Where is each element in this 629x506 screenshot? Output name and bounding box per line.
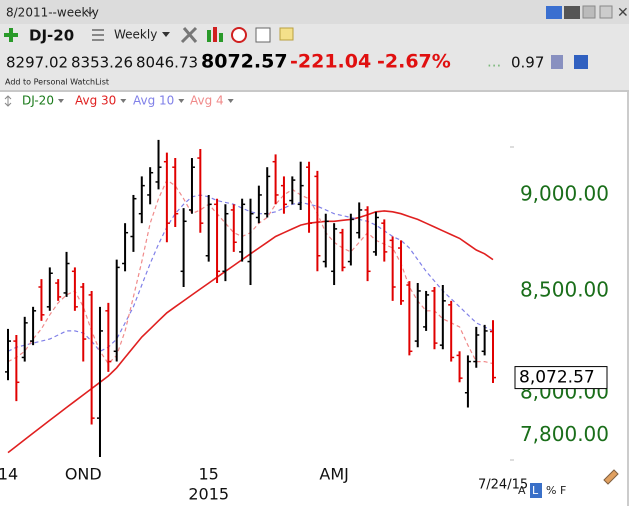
y-tick-label: 8,500.00 <box>520 277 609 301</box>
icon[interactable] <box>551 55 563 69</box>
quote-change: -221.04 <box>290 51 371 73</box>
save-icon[interactable] <box>574 55 588 69</box>
icon[interactable] <box>255 27 271 43</box>
icon[interactable] <box>599 5 613 19</box>
x-tick-label: AMJ <box>319 465 348 484</box>
quote-open: 8297.02 <box>6 54 68 72</box>
add-icon[interactable] <box>4 28 18 42</box>
icon[interactable] <box>219 33 223 42</box>
y-tick-label: 9,000.00 <box>520 181 609 205</box>
x-tick-label: OND <box>65 465 102 484</box>
x-year-label: 2015 <box>188 485 229 504</box>
legend-arrow <box>178 99 185 103</box>
period[interactable]: Weekly <box>114 28 157 42</box>
legend-arrow <box>120 99 127 103</box>
quote-ratio: 0.97 <box>511 54 544 72</box>
last-price-box <box>514 366 608 390</box>
legend-arrow <box>57 99 64 103</box>
dropdown-arrow[interactable] <box>162 32 170 37</box>
draw-icon[interactable] <box>603 469 619 485</box>
quote-change-pct: -2.67% <box>377 51 451 73</box>
quote-close: 8072.57 <box>201 51 288 73</box>
title-bar <box>0 0 629 24</box>
legend-entry[interactable]: Avg 4 <box>190 94 224 108</box>
symbol[interactable]: DJ-20 <box>29 27 74 45</box>
icon[interactable] <box>213 27 217 42</box>
legend-entry[interactable]: Avg 30 <box>75 94 116 108</box>
legend-entry[interactable]: DJ-20 <box>22 94 54 108</box>
legend-icon <box>4 95 12 107</box>
footer-button[interactable]: L <box>532 484 539 497</box>
moving-average <box>7 194 494 353</box>
icon[interactable] <box>207 30 211 42</box>
quote-low: 8046.73 <box>136 54 198 72</box>
tools-icon[interactable] <box>180 26 198 44</box>
footer-button[interactable]: A <box>518 484 526 497</box>
button-bg <box>530 483 542 498</box>
icon[interactable] <box>582 5 596 19</box>
icon[interactable] <box>564 6 580 19</box>
legend-arrow <box>227 99 234 103</box>
list-icon[interactable] <box>92 29 104 41</box>
quote-high: 8353.26 <box>71 54 133 72</box>
x-tick-label: 15 <box>199 465 219 484</box>
window-title[interactable]: 8/2011--weekly <box>6 6 99 20</box>
icon[interactable] <box>546 6 562 19</box>
close-button[interactable]: ✕ <box>617 5 629 21</box>
last-price-label: 8,072.57 <box>519 368 595 388</box>
y-tick-label: 7,800.00 <box>520 422 609 446</box>
footer-button[interactable]: F <box>560 484 566 497</box>
x-tick-label: 14 <box>0 465 18 484</box>
footer-button[interactable]: % <box>546 484 556 497</box>
watchlist-link[interactable]: Add to Personal WatchList <box>5 78 109 87</box>
quote-ellipsis: ... <box>487 53 501 71</box>
dropdown-arrow[interactable] <box>85 9 95 15</box>
alarm-icon[interactable] <box>231 27 247 43</box>
legend-entry[interactable]: Avg 10 <box>133 94 174 108</box>
date-label: 7/24/15 <box>478 478 528 493</box>
note-icon[interactable] <box>279 27 294 41</box>
